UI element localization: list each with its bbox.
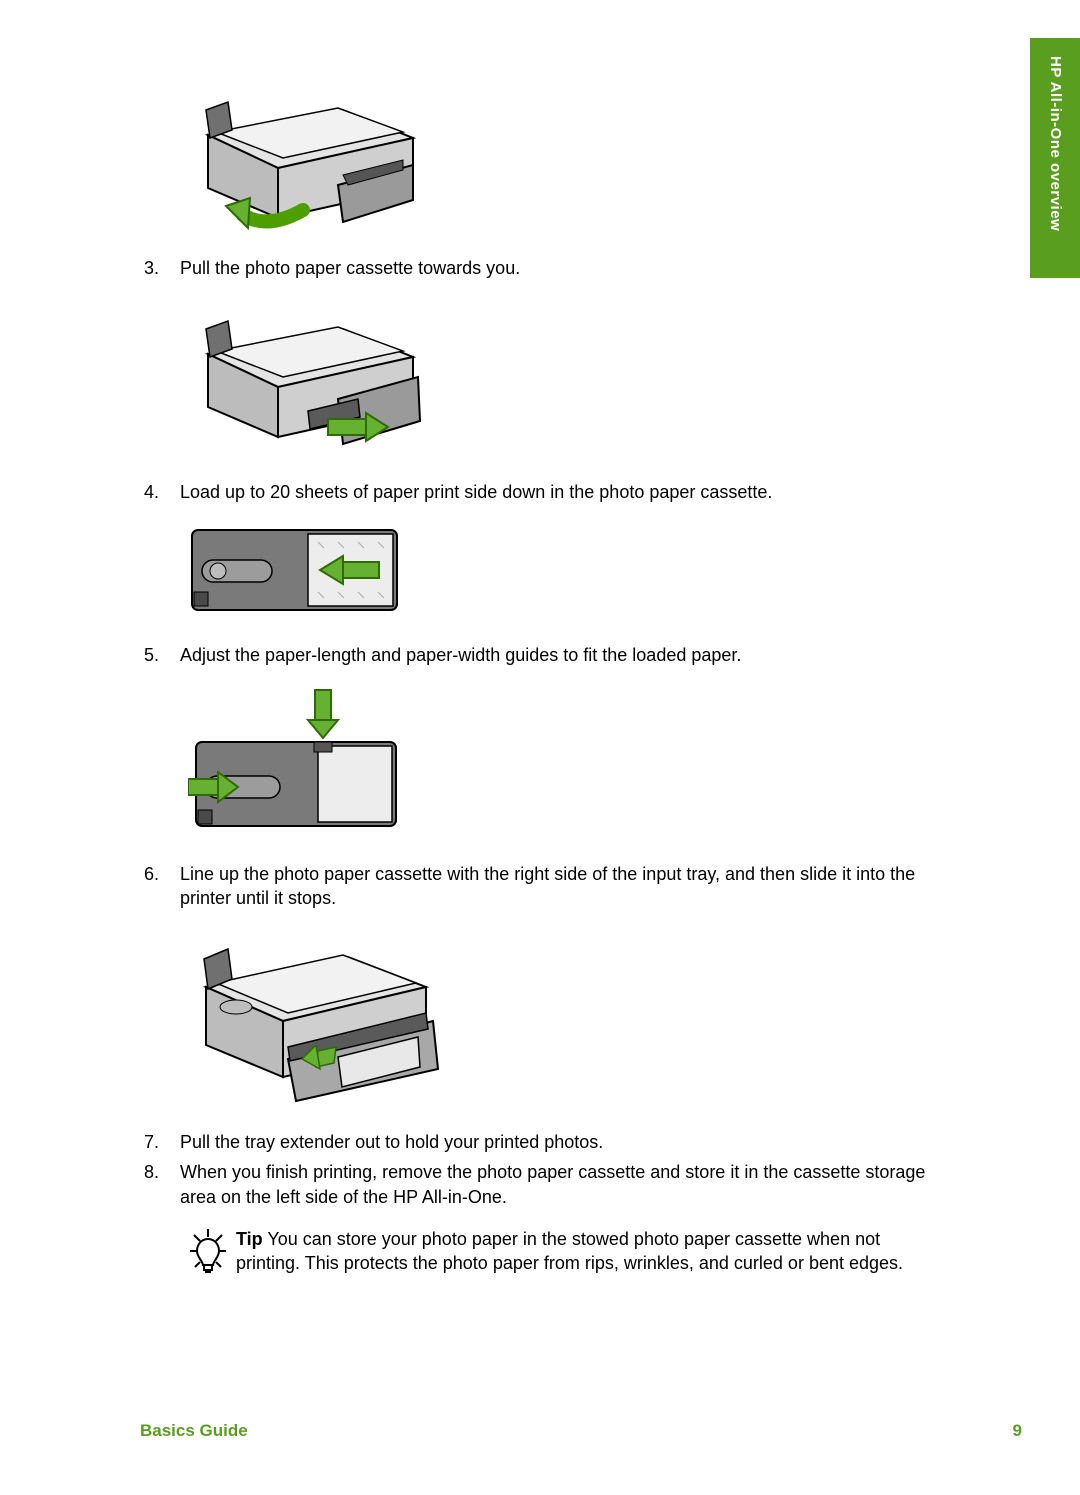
step-8-number: 8. <box>140 1160 180 1184</box>
step-3: 3. Pull the photo paper cassette towards… <box>140 256 940 280</box>
tip-text: Tip You can store your photo paper in th… <box>236 1227 940 1276</box>
step-5-number: 5. <box>140 643 180 667</box>
footer-page-number: 9 <box>1013 1420 1022 1443</box>
step-5-text: Adjust the paper-length and paper-width … <box>180 643 940 667</box>
step-4: 4. Load up to 20 sheets of paper print s… <box>140 480 940 504</box>
step-6-number: 6. <box>140 862 180 886</box>
page-footer: Basics Guide 9 <box>140 1420 1022 1443</box>
step-4-number: 4. <box>140 480 180 504</box>
illustration-step-3 <box>188 299 940 460</box>
illustration-step-6 <box>188 929 940 1110</box>
step-7: 7. Pull the tray extender out to hold yo… <box>140 1130 940 1154</box>
step-3-number: 3. <box>140 256 180 280</box>
step-8-text: When you finish printing, remove the pho… <box>180 1160 940 1209</box>
step-8: 8. When you finish printing, remove the … <box>140 1160 940 1209</box>
step-6-text: Line up the photo paper cassette with th… <box>180 862 940 911</box>
step-6: 6. Line up the photo paper cassette with… <box>140 862 940 911</box>
page-content: 3. Pull the photo paper cassette towards… <box>0 0 1080 1495</box>
step-7-text: Pull the tray extender out to hold your … <box>180 1130 940 1154</box>
illustration-step-4 <box>188 522 940 623</box>
step-3-text: Pull the photo paper cassette towards yo… <box>180 256 940 280</box>
illustration-step-2 <box>188 80 940 236</box>
footer-guide-title: Basics Guide <box>140 1420 248 1443</box>
lightbulb-icon <box>188 1227 236 1283</box>
tip-body: You can store your photo paper in the st… <box>236 1229 903 1273</box>
illustration-step-5 <box>188 686 940 842</box>
step-5: 5. Adjust the paper-length and paper-wid… <box>140 643 940 667</box>
step-7-number: 7. <box>140 1130 180 1154</box>
tip-block: Tip You can store your photo paper in th… <box>188 1227 940 1283</box>
step-4-text: Load up to 20 sheets of paper print side… <box>180 480 940 504</box>
tip-label: Tip <box>236 1229 263 1249</box>
